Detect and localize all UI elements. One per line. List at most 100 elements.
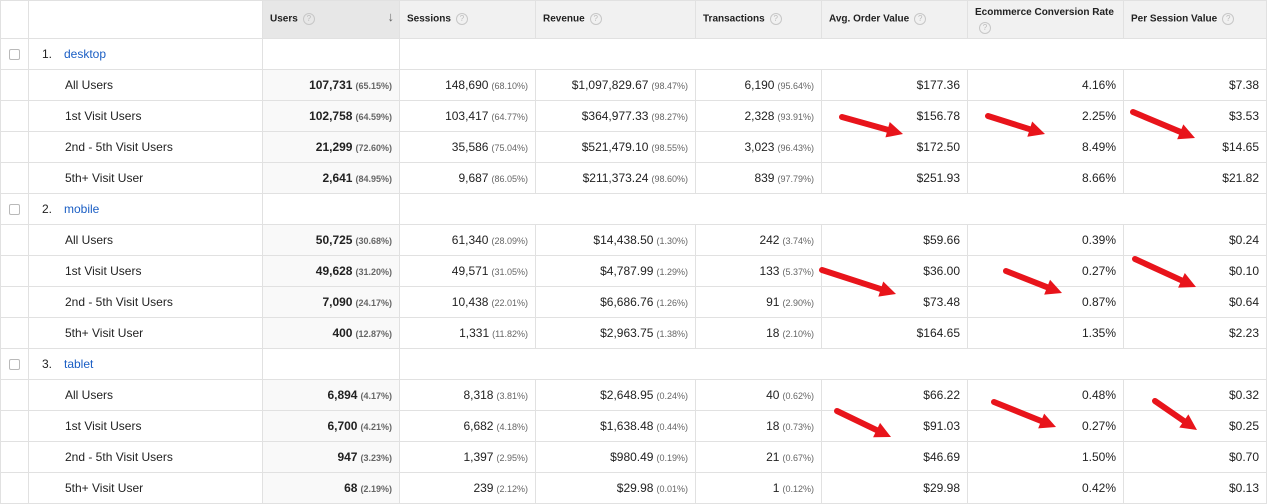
users-cell-value: 400 xyxy=(332,326,353,340)
per-session-value-cell: $7.38 xyxy=(1123,69,1267,101)
sort-descending-icon[interactable]: ↓ xyxy=(387,9,395,24)
revenue-cell: $29.98 (0.01%) xyxy=(535,472,696,504)
sessions-cell-value: 239 xyxy=(473,481,494,495)
sessions-cell-percent: (4.18%) xyxy=(496,422,528,432)
transactions-cell-percent: (0.73%) xyxy=(782,422,814,432)
revenue-cell: $1,638.48 (0.44%) xyxy=(535,410,696,442)
users-cell-percent: (24.17%) xyxy=(355,298,392,308)
sessions-cell: 8,318 (3.81%) xyxy=(399,379,536,411)
help-icon[interactable]: ? xyxy=(589,13,602,25)
segment-blank-cell xyxy=(399,348,1267,380)
sessions-cell: 239 (2.12%) xyxy=(399,472,536,504)
column-header-revenue[interactable]: Revenue? xyxy=(535,0,696,39)
revenue-cell-percent: (98.27%) xyxy=(651,112,688,122)
column-header-sessions[interactable]: Sessions? xyxy=(399,0,536,39)
column-label: Per Session Value xyxy=(1131,13,1218,25)
sessions-cell: 1,397 (2.95%) xyxy=(399,441,536,473)
transactions-cell-value: 40 xyxy=(766,388,780,402)
avg-order-value-cell-value: $172.50 xyxy=(916,140,960,154)
segment-name-link[interactable]: tablet xyxy=(64,357,94,371)
users-cell-value: 49,628 xyxy=(315,264,353,278)
row-spacer-cell xyxy=(0,224,29,256)
row-checkbox[interactable] xyxy=(9,204,20,216)
sessions-cell-percent: (2.12%) xyxy=(496,484,528,494)
revenue-cell-percent: (0.24%) xyxy=(656,391,688,401)
conversion-rate-cell: 1.50% xyxy=(967,441,1124,473)
help-icon[interactable]: ? xyxy=(914,13,927,25)
revenue-cell-value: $521,479.10 xyxy=(581,140,649,154)
segment-name-link[interactable]: desktop xyxy=(64,47,107,61)
revenue-cell-value: $1,638.48 xyxy=(600,419,654,433)
help-icon[interactable]: ? xyxy=(455,13,468,25)
table-row: 2nd - 5th Visit Users 7,090 (24.17%) 10,438… xyxy=(0,286,1267,318)
per-session-value-cell: $0.32 xyxy=(1123,379,1267,411)
column-header-ecommerce-conversion-rate[interactable]: Ecommerce Conversion Rate? xyxy=(967,0,1124,39)
column-header-transactions[interactable]: Transactions? xyxy=(695,0,822,39)
row-spacer-cell xyxy=(0,131,29,163)
row-checkbox[interactable] xyxy=(9,359,20,371)
table-row: All Users 6,894 (4.17%) 8,318 (3.81%) $2,648.… xyxy=(0,379,1267,411)
row-checkbox[interactable] xyxy=(9,49,20,61)
row-spacer-cell xyxy=(0,286,29,318)
help-icon[interactable]: ? xyxy=(302,13,315,25)
revenue-cell-percent: (98.47%) xyxy=(651,81,688,91)
transactions-cell-percent: (96.43%) xyxy=(777,143,814,153)
help-icon[interactable]: ? xyxy=(769,13,782,25)
row-spacer-cell xyxy=(0,472,29,504)
transactions-cell-percent: (0.62%) xyxy=(782,391,814,401)
conversion-rate-cell: 0.27% xyxy=(967,255,1124,287)
row-checkbox-cell xyxy=(0,348,29,380)
transactions-cell-value: 2,328 xyxy=(744,109,775,123)
user-type-label: 2nd - 5th Visit Users xyxy=(28,441,263,473)
user-type-label: 2nd - 5th Visit Users xyxy=(28,286,263,318)
transactions-cell-value: 18 xyxy=(766,419,780,433)
users-cell-percent: (65.15%) xyxy=(355,81,392,91)
avg-order-value-cell-value: $66.22 xyxy=(923,388,960,402)
per-session-value-cell: $0.64 xyxy=(1123,286,1267,318)
conversion-rate-cell-value: 1.35% xyxy=(1081,326,1116,340)
segment-blank-cell xyxy=(399,38,1267,70)
column-header-per-session-value[interactable]: Per Session Value? xyxy=(1123,0,1267,39)
users-cell-value: 947 xyxy=(337,450,358,464)
revenue-cell: $1,097,829.67 (98.47%) xyxy=(535,69,696,101)
sessions-cell: 103,417 (64.77%) xyxy=(399,100,536,132)
sessions-cell: 1,331 (11.82%) xyxy=(399,317,536,349)
column-header-users[interactable]: Users? ↓ xyxy=(262,0,400,39)
table-row: 5th+ Visit User 400 (12.87%) 1,331 (11.82%) $… xyxy=(0,317,1267,349)
users-cell-percent: (31.20%) xyxy=(355,267,392,277)
segment-name-link[interactable]: mobile xyxy=(64,202,100,216)
conversion-rate-cell: 4.16% xyxy=(967,69,1124,101)
conversion-rate-cell: 8.66% xyxy=(967,162,1124,194)
sessions-cell-percent: (75.04%) xyxy=(491,143,528,153)
sessions-cell-value: 8,318 xyxy=(463,388,494,402)
conversion-rate-cell-value: 0.27% xyxy=(1081,419,1116,433)
users-cell: 50,725 (30.68%) xyxy=(262,224,400,256)
row-spacer-cell xyxy=(0,69,29,101)
segment-users-blank xyxy=(262,348,400,380)
transactions-cell-percent: (93.91%) xyxy=(777,112,814,122)
help-icon[interactable]: ? xyxy=(979,22,991,35)
user-type-label: All Users xyxy=(28,69,263,101)
revenue-cell-value: $211,373.24 xyxy=(582,171,649,185)
avg-order-value-cell: $172.50 xyxy=(821,131,968,163)
users-cell-percent: (64.59%) xyxy=(355,112,392,122)
avg-order-value-cell-value: $251.93 xyxy=(916,171,960,185)
avg-order-value-cell-value: $91.03 xyxy=(923,419,960,433)
transactions-cell: 40 (0.62%) xyxy=(695,379,822,411)
per-session-value-cell-value: $7.38 xyxy=(1228,78,1259,92)
segment-group-row: 3. tablet xyxy=(0,348,1267,380)
avg-order-value-cell-value: $46.69 xyxy=(923,450,960,464)
users-cell-value: 102,758 xyxy=(309,109,353,123)
per-session-value-cell-value: $0.10 xyxy=(1228,264,1259,278)
transactions-cell: 18 (0.73%) xyxy=(695,410,822,442)
transactions-cell-percent: (95.64%) xyxy=(777,81,814,91)
sessions-cell-percent: (31.05%) xyxy=(491,267,528,277)
help-icon[interactable]: ? xyxy=(1222,13,1235,25)
row-checkbox-cell xyxy=(0,38,29,70)
users-cell-value: 107,731 xyxy=(309,78,353,92)
column-header-avg-order-value[interactable]: Avg. Order Value? xyxy=(821,0,968,39)
sessions-cell-percent: (11.82%) xyxy=(492,329,528,339)
avg-order-value-cell-value: $156.78 xyxy=(916,109,960,123)
users-cell-percent: (4.21%) xyxy=(360,422,392,432)
per-session-value-cell-value: $0.24 xyxy=(1228,233,1259,247)
